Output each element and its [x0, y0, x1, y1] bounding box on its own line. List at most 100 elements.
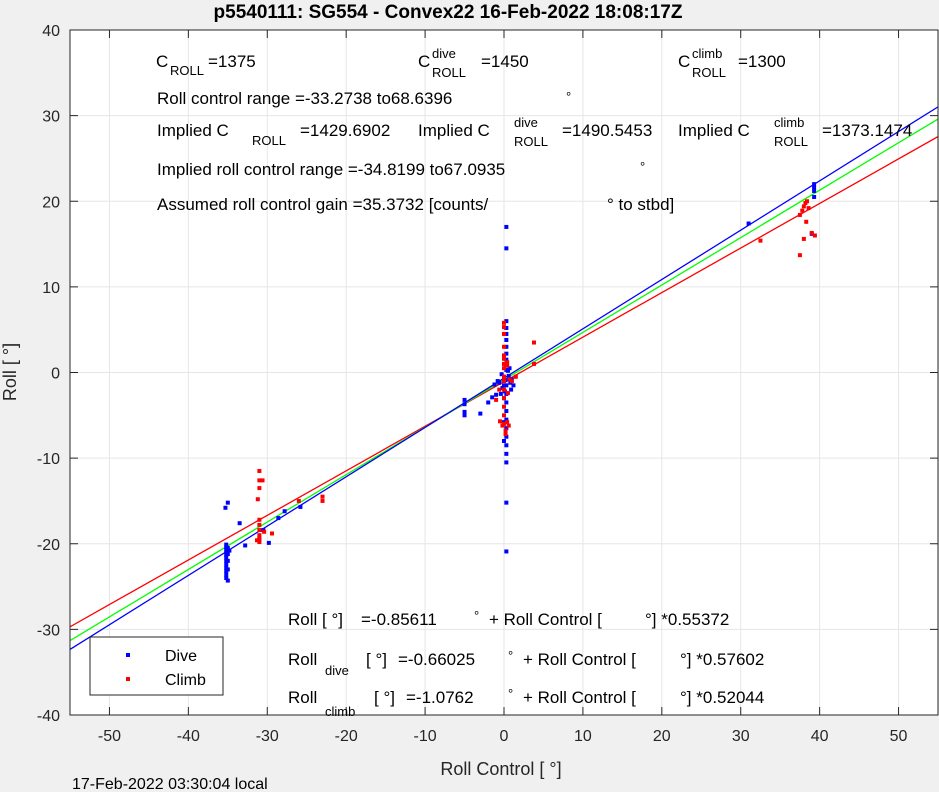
c-roll-dive-annotation: C dive ROLL =1450 — [418, 46, 529, 80]
point-dive — [499, 372, 504, 377]
svg-text:Implied C: Implied C — [157, 121, 229, 140]
point-dive — [812, 194, 817, 199]
point-climb — [503, 432, 508, 437]
point-climb — [502, 325, 506, 330]
point-dive — [225, 567, 230, 572]
svg-text:=1373.1474: =1373.1474 — [822, 121, 912, 140]
point-dive — [504, 344, 509, 349]
point-dive — [223, 505, 228, 510]
point-climb — [502, 374, 506, 379]
svg-text:Roll [ °]: Roll [ °] — [288, 610, 343, 629]
point-dive — [462, 413, 467, 418]
svg-text:+ Roll Control [: + Roll Control [ — [523, 650, 636, 669]
svg-text:climb: climb — [774, 115, 804, 130]
svg-text:°] *0.52044: °] *0.52044 — [680, 688, 764, 707]
point-climb — [320, 494, 325, 499]
point-dive — [462, 409, 467, 414]
svg-text:dive: dive — [514, 115, 538, 130]
svg-text:ROLL: ROLL — [252, 133, 286, 148]
x-tick-label: -30 — [256, 728, 279, 745]
point-dive — [812, 188, 817, 193]
legend-marker-climb — [126, 677, 130, 681]
point-climb — [500, 423, 505, 428]
y-tick-label: 40 — [42, 23, 60, 40]
point-dive — [502, 383, 506, 388]
point-climb — [257, 533, 262, 538]
x-axis-label: Roll Control [ °] — [440, 759, 561, 779]
svg-text:=1450: =1450 — [481, 52, 529, 71]
point-climb — [502, 396, 506, 401]
point-climb — [502, 379, 506, 384]
point-dive — [478, 411, 483, 416]
point-climb — [809, 230, 814, 235]
svg-text:dive: dive — [325, 663, 349, 678]
svg-text:ROLL: ROLL — [432, 65, 466, 80]
point-dive — [490, 395, 495, 400]
implied-roll-control-range: Implied roll control range =-34.8199 to6… — [157, 160, 505, 179]
point-dive — [504, 460, 509, 465]
point-dive — [812, 185, 817, 190]
point-climb — [257, 522, 262, 527]
point-climb — [262, 529, 267, 534]
x-tick-label: 0 — [500, 728, 509, 745]
x-tick-label: 30 — [732, 728, 750, 745]
point-climb — [502, 387, 506, 392]
point-dive — [225, 546, 230, 551]
svg-text:C: C — [418, 52, 430, 71]
point-climb — [257, 540, 262, 545]
svg-text:C: C — [678, 52, 690, 71]
point-climb — [801, 236, 806, 241]
point-dive — [504, 357, 509, 362]
footer-timestamp: 17-Feb-2022 03:30:04 local — [72, 776, 268, 792]
y-tick-label: 0 — [51, 366, 60, 383]
point-climb — [505, 360, 510, 365]
point-climb — [257, 478, 262, 483]
point-dive — [504, 400, 509, 405]
y-tick-label: -20 — [37, 537, 60, 554]
point-climb — [805, 199, 810, 204]
point-climb — [804, 219, 809, 224]
y-axis-label: Roll [ °] — [0, 343, 20, 401]
c-roll-climb-annotation: C climb ROLL =1300 — [678, 46, 786, 80]
y-tick-label: -10 — [37, 451, 60, 468]
implied-c-roll-climb: Implied C climb ROLL =1373.1474 — [678, 115, 912, 149]
point-climb — [257, 517, 262, 522]
legend-label-dive: Dive — [165, 648, 197, 665]
point-dive — [282, 509, 287, 514]
point-climb — [505, 420, 510, 425]
svg-text:ROLL: ROLL — [774, 134, 808, 149]
point-dive — [462, 402, 467, 407]
point-climb — [509, 379, 514, 384]
point-climb — [502, 404, 506, 409]
svg-text:Implied C: Implied C — [418, 121, 490, 140]
svg-text:climb: climb — [325, 704, 355, 719]
point-dive — [504, 337, 509, 342]
point-climb — [255, 497, 260, 502]
point-dive — [505, 368, 510, 373]
point-dive — [504, 409, 509, 414]
point-dive — [225, 578, 230, 583]
point-climb — [502, 331, 506, 336]
point-climb — [505, 391, 510, 396]
x-tick-label: -40 — [177, 728, 200, 745]
point-dive — [509, 387, 514, 392]
point-dive — [504, 434, 509, 439]
point-dive — [502, 439, 506, 443]
point-climb — [506, 423, 511, 428]
roll-control-gain-unit: ° to stbd] — [607, 195, 674, 214]
svg-text:=-0.85611: =-0.85611 — [361, 610, 437, 629]
svg-text:=1300: =1300 — [738, 52, 786, 71]
point-dive — [266, 540, 271, 545]
svg-text:ROLL: ROLL — [514, 134, 548, 149]
c-roll-annotation: C ROLL =1375 — [156, 52, 256, 78]
point-climb — [806, 206, 811, 211]
svg-text:°: ° — [474, 608, 479, 623]
point-climb — [502, 320, 506, 325]
svg-text:=1375: =1375 — [208, 52, 256, 71]
svg-text:°: ° — [508, 686, 513, 701]
implied-range-degree-symbol: ° — [640, 159, 645, 174]
point-dive — [492, 382, 497, 387]
y-tick-label: 20 — [42, 194, 60, 211]
axis-ticks: -50 -40 -30 -20 -10 0 10 20 30 40 50 -40 -30 -20 -10 0 1… — [37, 23, 938, 745]
